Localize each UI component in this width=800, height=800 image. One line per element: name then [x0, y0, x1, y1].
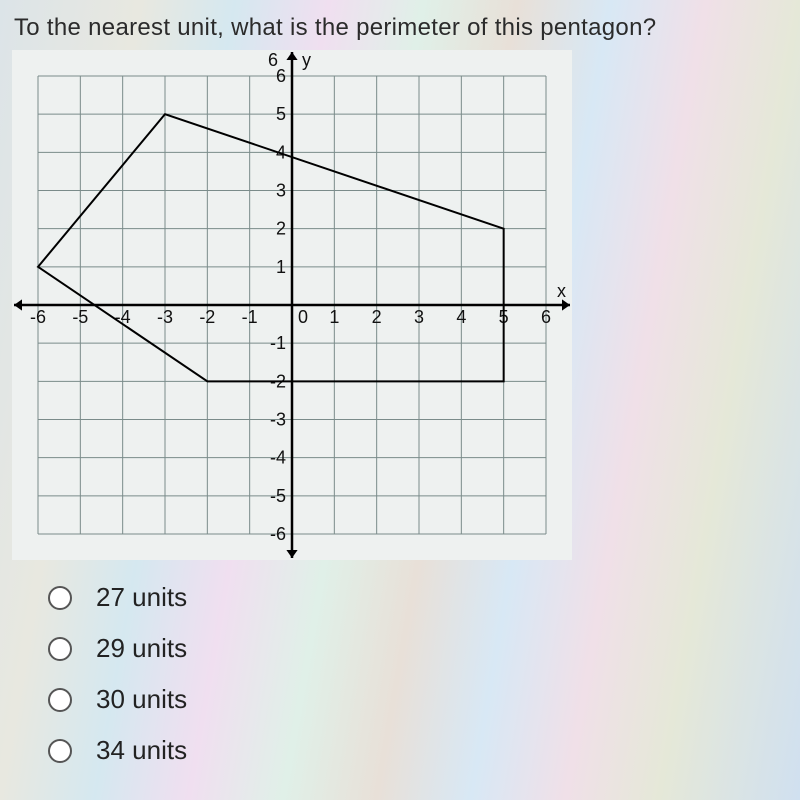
- svg-text:-1: -1: [270, 333, 286, 353]
- svg-text:-2: -2: [199, 307, 215, 327]
- svg-text:x: x: [557, 281, 566, 301]
- option-a[interactable]: 27 units: [48, 582, 790, 613]
- svg-text:-1: -1: [242, 307, 258, 327]
- svg-text:-3: -3: [270, 410, 286, 430]
- svg-text:2: 2: [372, 307, 382, 327]
- answer-options: 27 units 29 units 30 units 34 units: [48, 582, 790, 766]
- option-label: 27 units: [96, 582, 187, 613]
- svg-text:-5: -5: [270, 486, 286, 506]
- svg-text:6: 6: [268, 50, 278, 70]
- radio-icon: [48, 586, 72, 610]
- svg-text:5: 5: [276, 104, 286, 124]
- svg-text:-6: -6: [30, 307, 46, 327]
- svg-text:-4: -4: [270, 448, 286, 468]
- option-label: 30 units: [96, 684, 187, 715]
- svg-text:3: 3: [414, 307, 424, 327]
- svg-text:4: 4: [456, 307, 466, 327]
- svg-text:-5: -5: [72, 307, 88, 327]
- svg-text:-6: -6: [270, 524, 286, 544]
- option-label: 34 units: [96, 735, 187, 766]
- svg-text:1: 1: [329, 307, 339, 327]
- option-d[interactable]: 34 units: [48, 735, 790, 766]
- svg-text:6: 6: [541, 307, 551, 327]
- worksheet: To the nearest unit, what is the perimet…: [0, 0, 800, 766]
- svg-text:3: 3: [276, 181, 286, 201]
- graph-svg: -6-5-4-3-2-10123456-6-5-4-3-2-1123456xy6: [12, 50, 572, 560]
- option-c[interactable]: 30 units: [48, 684, 790, 715]
- radio-icon: [48, 637, 72, 661]
- radio-icon: [48, 739, 72, 763]
- question-text: To the nearest unit, what is the perimet…: [14, 14, 790, 42]
- option-label: 29 units: [96, 633, 187, 664]
- radio-icon: [48, 688, 72, 712]
- svg-text:2: 2: [276, 219, 286, 239]
- svg-text:-3: -3: [157, 307, 173, 327]
- svg-text:0: 0: [298, 307, 308, 327]
- svg-text:1: 1: [276, 257, 286, 277]
- coordinate-graph: -6-5-4-3-2-10123456-6-5-4-3-2-1123456xy6: [12, 50, 572, 560]
- svg-text:y: y: [302, 50, 311, 70]
- option-b[interactable]: 29 units: [48, 633, 790, 664]
